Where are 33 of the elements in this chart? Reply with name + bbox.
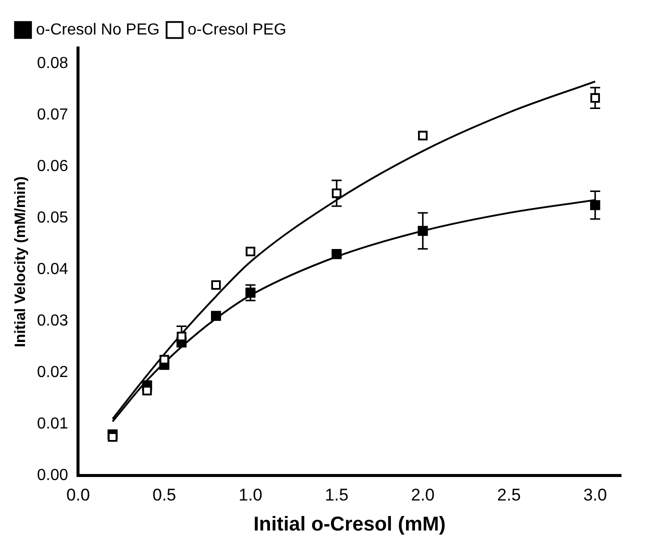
y-tick-label: 0.01 [37,415,68,432]
x-tick-label: 0.5 [152,485,176,504]
x-tick-label: 2.0 [410,485,435,504]
point [211,280,221,290]
point [590,200,600,210]
y-tick-label: 0.04 [37,260,68,278]
point [418,226,428,236]
point [332,249,342,260]
point [246,246,256,256]
legend-label: o-Cresol No PEG [36,21,160,38]
point [160,354,170,364]
y-tick-label: 0.07 [37,106,68,124]
point [108,432,118,442]
x-tick-label: 2.5 [497,485,521,504]
legend-label: o-Cresol PEG [188,21,286,38]
x-tick-label: 1.0 [238,485,262,504]
y-tick-label: 0.08 [37,54,68,72]
x-tick-label: 1.5 [324,485,348,504]
y-tick-label: 0.02 [37,364,68,381]
x-tick-label: 0.0 [66,485,90,504]
x-tick-label: 3.0 [583,485,607,504]
point [418,130,428,140]
y-axis-title: Initial Velocity (mM/min) [12,176,30,348]
point [142,386,152,396]
y-tick-label: 0.03 [37,312,68,330]
point [210,310,222,321]
point [590,93,600,103]
line-series [112,80,596,420]
x-axis-title: Initial o-Cresol (mM) [253,514,446,536]
y-tick-label: 0.05 [37,209,68,226]
y-tick-label: 0.06 [37,158,68,175]
y-tick-label: 0.00 [37,467,68,484]
point [332,188,342,198]
